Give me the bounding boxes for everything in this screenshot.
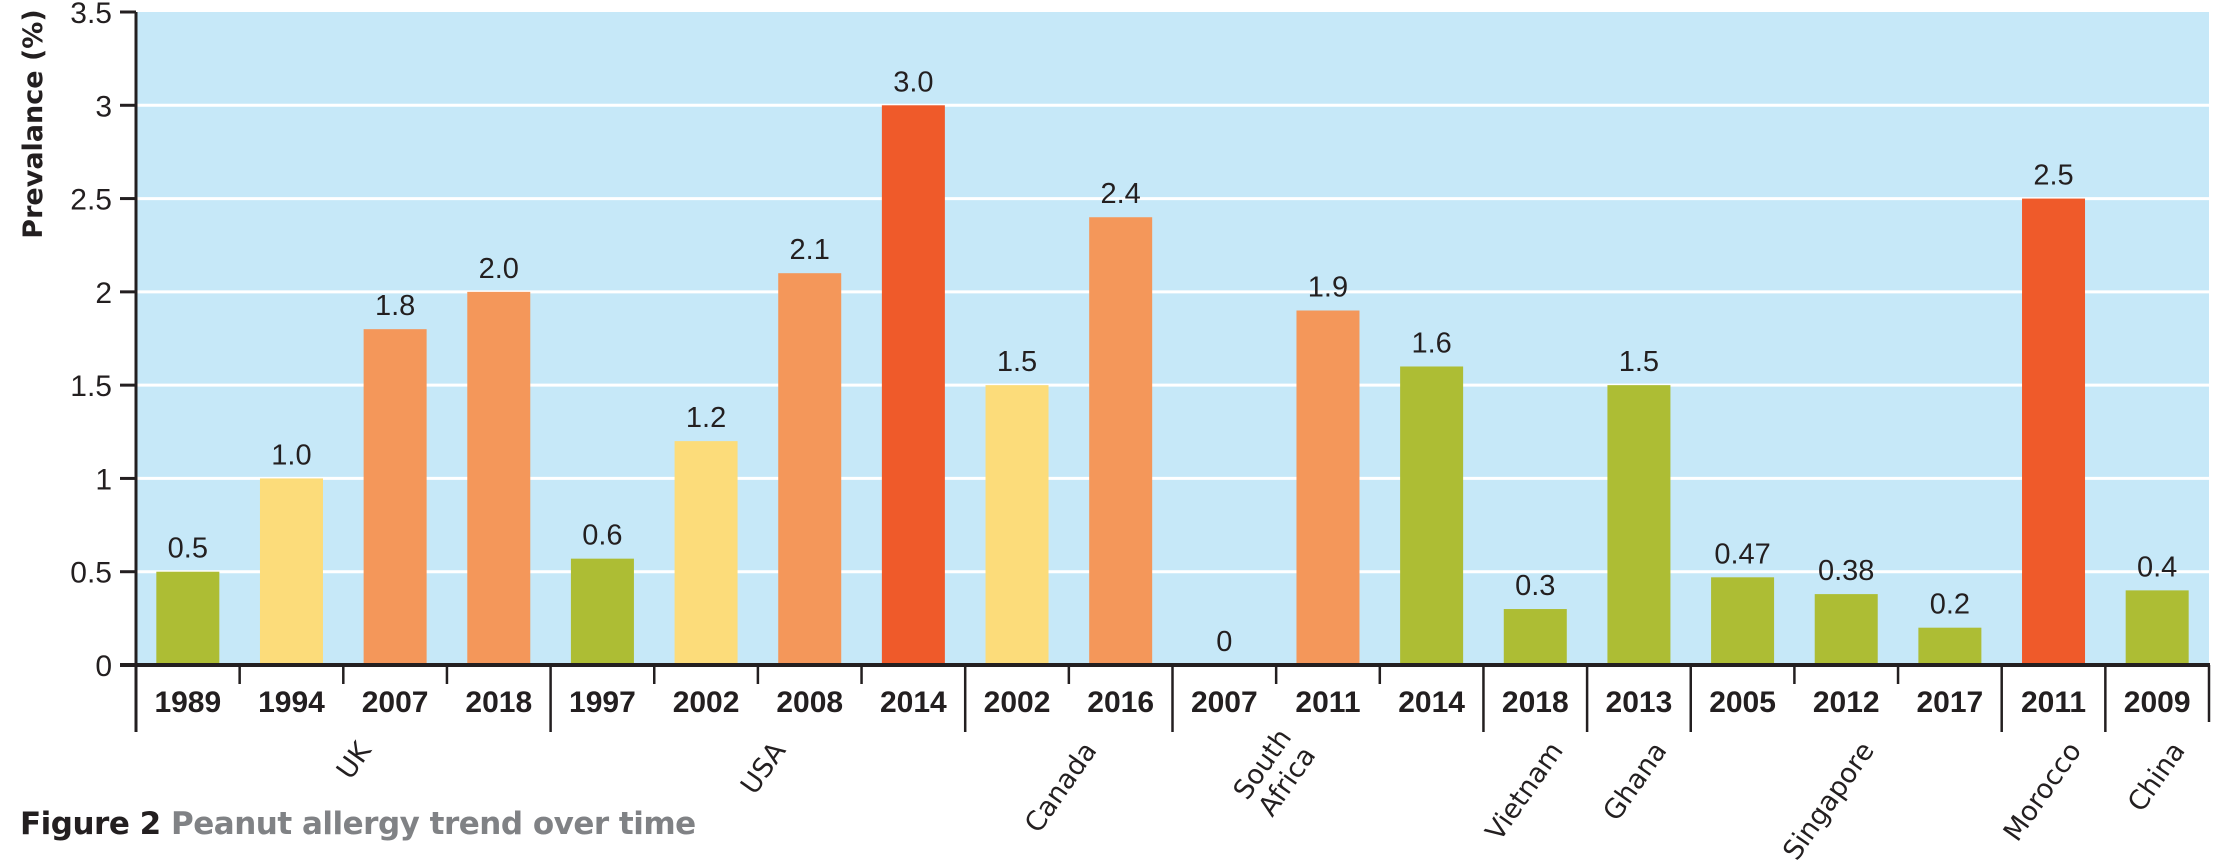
year-label: 2002 — [984, 686, 1051, 719]
x-axis-ticks — [134, 665, 2211, 732]
value-label: 1.2 — [686, 402, 726, 434]
year-label: 2014 — [880, 686, 947, 719]
year-label: 2011 — [2021, 686, 2086, 719]
year-label: 2009 — [2124, 686, 2191, 719]
value-label: 3.0 — [893, 66, 933, 98]
bar-usa-2014 — [881, 105, 945, 666]
year-label: 1989 — [154, 686, 221, 719]
country-label-line: Vietnam — [1480, 737, 1570, 847]
y-tick-label: 3 — [95, 90, 112, 123]
year-label: 2007 — [362, 686, 429, 719]
value-label: 0.47 — [1714, 538, 1770, 570]
value-label: 2.4 — [1101, 178, 1141, 210]
value-label: 1.5 — [1619, 346, 1659, 378]
figure-label: Figure 2 — [20, 806, 161, 842]
y-tick-label: 3.5 — [70, 0, 112, 30]
figure-title: Peanut allergy trend over time — [171, 806, 696, 842]
country-label-line: China — [2122, 737, 2192, 818]
year-labels: 1989 1994 2007 2018 1997 2002 2008 2014 2002 2016… — [154, 686, 2190, 719]
bar-ghana-2013 — [1607, 385, 1671, 665]
value-label: 1.9 — [1308, 272, 1348, 304]
country-label-canada: Canada — [1019, 737, 1103, 839]
country-label-uk: UK — [331, 735, 379, 785]
value-label: 2.5 — [2033, 160, 2073, 192]
country-label-line: USA — [735, 736, 793, 800]
y-tick-label: 2 — [95, 277, 112, 310]
country-label-vietnam: Vietnam — [1480, 737, 1570, 847]
y-tick-label: 0.5 — [70, 557, 112, 590]
value-label: 0.3 — [1515, 570, 1555, 602]
axes — [120, 12, 2210, 732]
country-label-line: Morocco — [1998, 737, 2088, 847]
country-label-china: China — [2122, 737, 2192, 818]
year-label: 2018 — [465, 686, 532, 719]
y-axis-ticks: 0 0.5 1 1.5 2 2.5 3 3.5 — [70, 0, 136, 683]
country-label-line: Singapore — [1777, 737, 1881, 866]
value-label: 0 — [1216, 626, 1232, 658]
bar-uk-1994 — [259, 478, 323, 665]
value-label: 2.0 — [479, 253, 519, 285]
year-label: 2014 — [1398, 686, 1465, 719]
value-label: 1.0 — [271, 439, 311, 471]
country-label-line: Ghana — [1597, 737, 1673, 827]
country-label-south-africa: SouthAfrica — [1228, 723, 1323, 822]
year-label: 2005 — [1709, 686, 1776, 719]
value-label: 2.1 — [790, 234, 830, 266]
y-tick-label: 1 — [95, 463, 112, 496]
year-label: 2002 — [673, 686, 740, 719]
year-label: 2012 — [1813, 686, 1880, 719]
bar-singapore-2012 — [1814, 594, 1878, 665]
value-label: 1.6 — [1411, 327, 1451, 359]
bar-china-2009 — [2125, 590, 2189, 665]
bar-south-africa-2014 — [1400, 366, 1464, 665]
bar-canada-2016 — [1089, 217, 1153, 665]
value-label: 1.5 — [997, 346, 1037, 378]
bar-vietnam-2018 — [1503, 609, 1567, 665]
bar-singapore-2017 — [1918, 627, 1982, 665]
y-axis-title: Prevalance (%) — [18, 9, 49, 238]
year-label: 2018 — [1502, 686, 1569, 719]
bar-usa-1997 — [570, 558, 634, 665]
country-labels: UK USA Canada SouthAfrica Vietnam Ghana Singap… — [331, 723, 2192, 866]
y-tick-label: 1.5 — [70, 370, 112, 403]
country-label-singapore: Singapore — [1777, 737, 1881, 866]
bar-uk-2018 — [467, 291, 531, 665]
year-label: 2017 — [1917, 686, 1984, 719]
y-tick-label: 2.5 — [70, 184, 112, 217]
country-label-line: UK — [331, 735, 379, 785]
value-labels: 0.5 1.0 1.8 2.0 0.6 1.2 2.1 3.0 1.5 2.4 0 1.9 1.6 0.3… — [168, 66, 2178, 658]
year-label: 2016 — [1087, 686, 1154, 719]
value-label: 0.5 — [168, 533, 208, 565]
year-label: 2008 — [776, 686, 843, 719]
country-label-ghana: Ghana — [1597, 737, 1673, 827]
year-label: 2011 — [1295, 686, 1360, 719]
value-label: 0.4 — [2137, 551, 2177, 583]
bar-morocco-2011 — [2022, 198, 2086, 666]
year-label: 2013 — [1606, 686, 1673, 719]
country-label-line: Canada — [1019, 737, 1103, 839]
year-label: 2007 — [1191, 686, 1258, 719]
plot-background — [136, 12, 2209, 665]
bar-singapore-2005 — [1711, 577, 1775, 665]
year-label: 1997 — [569, 686, 636, 719]
bar-uk-2007 — [363, 329, 427, 665]
country-label-usa: USA — [735, 736, 793, 800]
year-label: 1994 — [258, 686, 325, 719]
bars — [156, 105, 2189, 666]
country-label-morocco: Morocco — [1998, 737, 2088, 847]
value-label: 0.2 — [1930, 589, 1970, 621]
value-label: 1.8 — [375, 290, 415, 322]
bar-usa-2008 — [778, 273, 842, 665]
value-label: 0.6 — [582, 520, 622, 552]
bar-canada-2002 — [985, 385, 1049, 665]
value-label: 0.38 — [1818, 555, 1874, 587]
figure-caption: Figure 2 Peanut allergy trend over time — [20, 806, 696, 842]
y-tick-label: 0 — [95, 650, 112, 683]
bar-usa-2002 — [674, 441, 738, 665]
bar-south-africa-2011 — [1296, 310, 1360, 665]
bar-uk-1989 — [156, 571, 220, 665]
